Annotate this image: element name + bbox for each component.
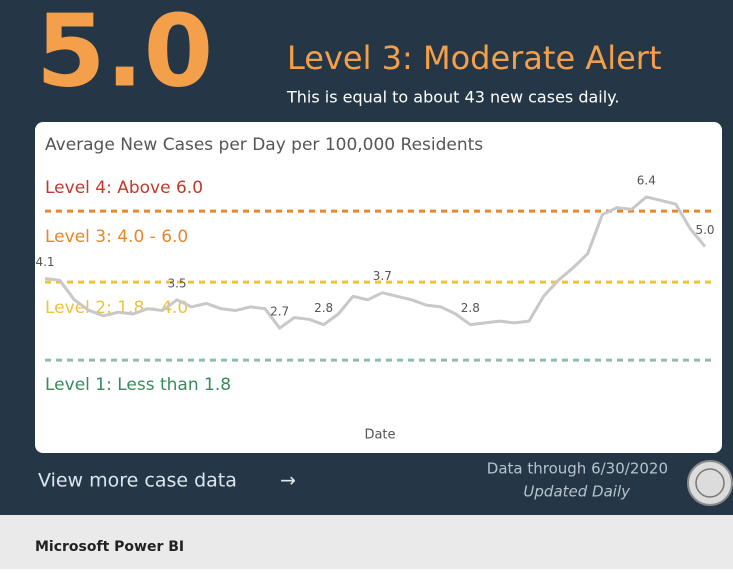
data-label: 5.0: [695, 223, 714, 237]
footer-band: [0, 515, 733, 569]
x-axis-label: Date: [364, 428, 395, 443]
data-label: 3.5: [167, 276, 186, 290]
updated: Updated Daily: [523, 483, 631, 501]
data-label: 2.7: [270, 305, 289, 319]
seal-inner: [695, 468, 725, 498]
level-label: Level 4: Above 6.0: [45, 178, 203, 198]
data-label: 2.8: [314, 301, 333, 315]
big-value: 5.0: [36, 0, 213, 109]
data-label: 6.4: [637, 173, 656, 187]
data-through: Data through 6/30/2020: [487, 460, 668, 478]
plot: Level 4: Above 6.0 Level 3: 4.0 - 6.0 Leve…: [35, 173, 716, 395]
chart-card: [35, 122, 722, 453]
subtitle: This is equal to about 43 new cases dail…: [286, 88, 619, 107]
seal: [687, 460, 733, 506]
level-title: Level 3: Moderate Alert: [287, 39, 661, 77]
data-label: 2.8: [461, 301, 480, 315]
level-label: Level 3: 4.0 - 6.0: [45, 227, 188, 247]
level-label: Level 1: Less than 1.8: [45, 375, 231, 395]
data-label: 3.7: [373, 269, 392, 283]
link[interactable]: View more case data: [38, 470, 237, 492]
brand: Microsoft Power BI: [35, 539, 184, 555]
line: [44, 195, 707, 330]
link-arrow[interactable]: →: [280, 470, 296, 492]
chart-title: Average New Cases per Day per 100,000 Re…: [45, 135, 483, 155]
data-label: 4.1: [35, 255, 54, 269]
